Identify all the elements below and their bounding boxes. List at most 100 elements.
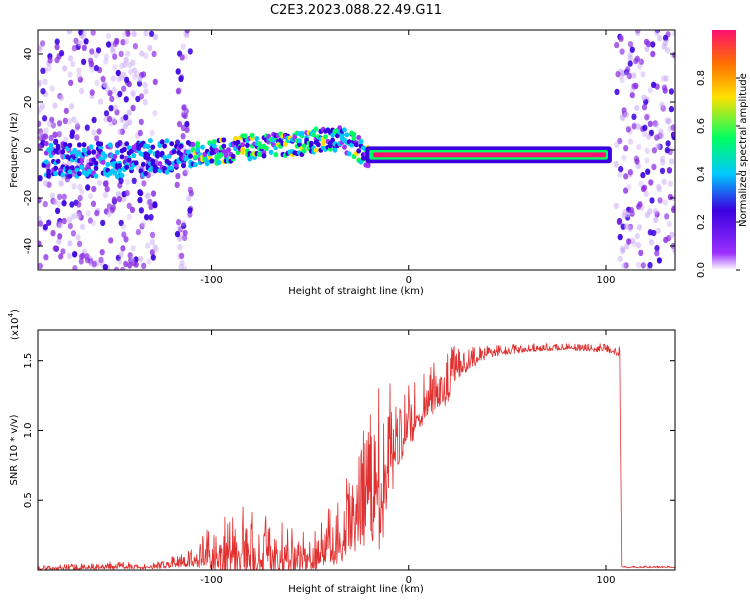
noise-speckle: [58, 219, 64, 227]
noise-speckle: [636, 224, 642, 231]
noise-speckle: [89, 89, 95, 96]
noise-speckle: [54, 38, 60, 45]
svg-text:(x104): (x104): [7, 309, 21, 340]
noise-speckle: [81, 58, 87, 65]
noise-speckle: [634, 158, 640, 165]
spectral-point: [43, 159, 49, 165]
spectral-point: [79, 158, 85, 164]
noise-speckle: [111, 87, 117, 94]
noise-speckle: [93, 64, 99, 72]
noise-speckle: [659, 101, 665, 109]
noise-speckle: [635, 123, 642, 130]
spectral-point: [195, 147, 201, 153]
spectral-point: [195, 141, 201, 147]
spectral-point: [316, 142, 321, 148]
spectral-point: [313, 147, 319, 153]
noise-speckle: [56, 238, 62, 245]
spectral-point: [131, 153, 137, 159]
noise-speckle: [616, 218, 623, 226]
y-tick-label: 20: [23, 96, 34, 109]
noise-speckle: [644, 147, 650, 155]
noise-speckle: [175, 172, 181, 180]
x-tick-label: 100: [596, 275, 615, 286]
noise-speckle: [38, 120, 42, 127]
noise-speckle: [69, 132, 75, 139]
noise-speckle: [627, 54, 633, 62]
noise-speckle: [122, 123, 128, 130]
noise-speckle: [618, 165, 624, 173]
noise-speckle: [649, 197, 655, 204]
noise-speckle: [135, 228, 141, 236]
spectral-point: [55, 143, 61, 149]
noise-speckle: [187, 48, 193, 55]
noise-speckle: [43, 127, 49, 134]
noise-speckle: [626, 184, 632, 191]
noise-speckle: [655, 143, 661, 150]
noise-speckle: [94, 209, 100, 217]
noise-speckle: [53, 138, 59, 145]
noise-speckle: [71, 213, 77, 220]
spectral-point: [221, 143, 227, 149]
spectral-point: [162, 165, 168, 171]
noise-speckle: [118, 219, 124, 227]
spectral-point: [129, 148, 134, 154]
spectral-point: [62, 142, 68, 148]
noise-speckle: [39, 102, 46, 110]
spectral-point: [93, 165, 99, 171]
noise-speckle: [75, 234, 81, 241]
y-tick-label: 1.0: [23, 423, 34, 439]
noise-speckle: [672, 30, 675, 37]
noise-speckle: [645, 168, 651, 175]
colorbar-gradient: [712, 30, 736, 270]
noise-speckle: [182, 234, 188, 242]
noise-speckle: [187, 207, 193, 214]
noise-speckle: [625, 126, 632, 133]
noise-speckle: [69, 103, 75, 110]
spectral-point: [356, 148, 362, 154]
noise-speckle: [77, 76, 83, 83]
noise-speckle: [71, 116, 77, 123]
noise-speckle: [620, 247, 626, 254]
spectral-point: [211, 139, 217, 145]
noise-speckle: [644, 157, 650, 164]
noise-speckle: [129, 255, 135, 263]
noise-speckle: [102, 263, 108, 270]
noise-speckle: [52, 131, 58, 138]
noise-speckle: [181, 104, 187, 111]
noise-speckle: [59, 50, 65, 57]
noise-speckle: [179, 252, 185, 259]
noise-speckle: [633, 57, 639, 65]
noise-speckle: [665, 140, 671, 147]
noise-speckle: [110, 75, 116, 82]
noise-speckle: [123, 38, 129, 45]
spectral-point: [247, 156, 253, 162]
noise-speckle: [140, 220, 146, 228]
spectral-point: [93, 173, 99, 179]
noise-speckle: [121, 223, 127, 230]
noise-speckle: [622, 208, 628, 216]
noise-speckle: [146, 258, 152, 265]
spectral-point: [53, 165, 59, 171]
noise-speckle: [91, 116, 97, 124]
noise-speckle: [644, 114, 650, 121]
noise-speckle: [149, 249, 155, 256]
noise-speckle: [652, 208, 659, 215]
spectral-point: [88, 144, 94, 150]
spectral-point: [138, 168, 144, 174]
noise-speckle: [662, 87, 668, 94]
spectral-point: [358, 139, 364, 145]
noise-speckle: [40, 40, 46, 47]
noise-speckle: [124, 178, 131, 186]
noise-speckle: [617, 255, 623, 262]
noise-speckle: [38, 240, 42, 247]
noise-speckle: [630, 237, 636, 244]
noise-speckle: [88, 192, 94, 200]
noise-speckle: [94, 135, 100, 142]
noise-speckle: [659, 167, 666, 175]
spectral-point: [60, 172, 66, 178]
noise-speckle: [38, 220, 44, 227]
spectral-point: [112, 153, 118, 160]
spectral-point: [351, 131, 357, 137]
noise-speckle: [184, 126, 190, 134]
noise-speckle: [130, 245, 136, 252]
